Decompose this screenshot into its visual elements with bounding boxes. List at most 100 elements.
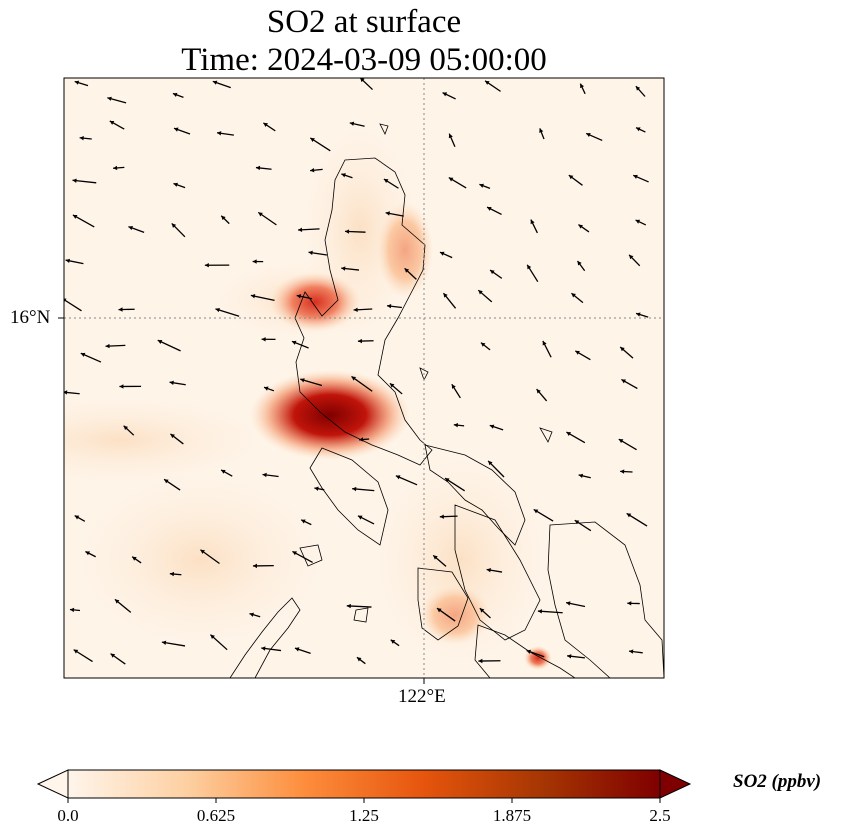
colorbar-tick-label: 2.5: [649, 806, 671, 825]
wind-arrow: [574, 519, 592, 532]
colorbar-tick-label: 0.625: [196, 806, 236, 825]
colorbar-tick-label: 1.875: [492, 806, 532, 825]
wind-arrow: [359, 78, 373, 91]
wind-arrow: [346, 603, 372, 609]
wind-arrow: [635, 219, 647, 226]
map-panel: [58, 77, 665, 684]
wind-arrow: [356, 656, 366, 665]
wind-arrow: [526, 264, 539, 283]
wind-arrow: [263, 386, 275, 392]
wind-arrow: [74, 80, 89, 87]
wind-arrow: [300, 519, 312, 526]
wind-arrow: [632, 174, 649, 183]
wind-arrow: [578, 224, 590, 233]
wind-arrow: [297, 227, 320, 232]
wind-arrow: [576, 260, 586, 272]
wind-arrow: [619, 346, 634, 359]
wind-arrow: [212, 80, 231, 89]
wind-arrow: [128, 225, 145, 233]
wind-arrow: [585, 132, 603, 142]
wind-arrow: [261, 646, 282, 652]
wind-arrow: [123, 425, 135, 436]
colorbar: [36, 769, 692, 803]
wind-arrow: [530, 219, 538, 234]
so2-field: [64, 120, 552, 670]
wind-arrow: [263, 122, 276, 132]
wind-arrow: [489, 269, 503, 279]
colorbar-body: [67, 769, 661, 799]
wind-arrow: [533, 508, 554, 522]
wind-arrow: [432, 554, 447, 567]
wind-arrow: [113, 165, 125, 171]
wind-arrow: [118, 307, 135, 312]
wind-arrow: [565, 601, 586, 608]
wind-arrow: [526, 649, 545, 658]
wind-arrow: [250, 294, 275, 302]
wind-arrow: [114, 598, 132, 613]
wind-arrow: [635, 312, 649, 318]
wind-arrow: [107, 96, 127, 104]
wind-arrow: [300, 378, 323, 387]
wind-arrow: [359, 437, 370, 442]
wind-arrow: [169, 571, 182, 577]
wind-arrow: [79, 135, 92, 141]
wind-arrow: [296, 294, 313, 300]
wind-arrow: [444, 477, 465, 492]
wind-arrow: [341, 266, 360, 271]
wind-arrow: [487, 460, 505, 478]
wind-arrow: [255, 165, 272, 171]
wind-arrow: [439, 514, 458, 519]
colorbar-title: SO2 (ppbv): [733, 771, 822, 792]
wind-arrow: [635, 85, 646, 97]
wind-arrow: [119, 384, 142, 389]
gridlines: [64, 78, 664, 678]
wind-arrow: [170, 433, 184, 445]
wind-arrow: [72, 214, 95, 228]
wind-arrow: [157, 339, 181, 352]
wind-arrow: [621, 378, 638, 390]
wind-arrow: [353, 307, 373, 312]
wind-arrow: [294, 647, 311, 654]
colorbar-extend-max: [659, 769, 692, 799]
wind-arrow: [173, 182, 186, 189]
wind-arrow: [385, 211, 404, 217]
wind-arrow: [439, 251, 453, 259]
wind-arrow: [579, 83, 586, 95]
wind-arrow: [628, 254, 641, 267]
colorbar-tick-label: 1.25: [349, 806, 379, 825]
wind-arrow: [291, 340, 309, 349]
wind-arrow: [628, 649, 643, 654]
wind-arrow: [171, 223, 186, 238]
wind-arrow: [310, 168, 323, 173]
latitude-tick-label: 16°N: [10, 307, 51, 328]
wind-arrow: [618, 438, 637, 451]
wind-arrow: [390, 639, 400, 647]
wind-arrow: [69, 607, 81, 613]
wind-arrow: [536, 388, 548, 402]
wind-arrow: [80, 352, 102, 363]
wind-arrow: [480, 342, 491, 351]
wind-arrow: [172, 92, 184, 98]
wind-arrow: [109, 120, 125, 130]
longitude-tick-label: 122°E: [398, 686, 446, 707]
wind-arrow: [161, 640, 186, 647]
wind-arrow: [478, 658, 501, 664]
wind-arrow: [73, 649, 93, 663]
wind-arrow: [479, 607, 491, 619]
wind-arrow: [261, 337, 276, 342]
wind-arrow: [131, 556, 142, 564]
wind-arrow: [204, 263, 230, 268]
wind-arrow: [567, 654, 585, 659]
wind-arrow: [568, 174, 583, 186]
wind-arrow: [200, 549, 220, 565]
wind-arrow: [484, 80, 501, 92]
colorbar-extend-min: [36, 769, 69, 799]
wind-arrow: [292, 550, 313, 564]
wind-arrow: [395, 475, 418, 486]
wind-arrow: [309, 137, 331, 152]
wind-arrow: [436, 607, 456, 622]
wind-arrow: [220, 469, 233, 477]
wind-arrow: [477, 289, 493, 303]
coastlines: [229, 123, 664, 678]
wind-arrow: [85, 550, 96, 558]
